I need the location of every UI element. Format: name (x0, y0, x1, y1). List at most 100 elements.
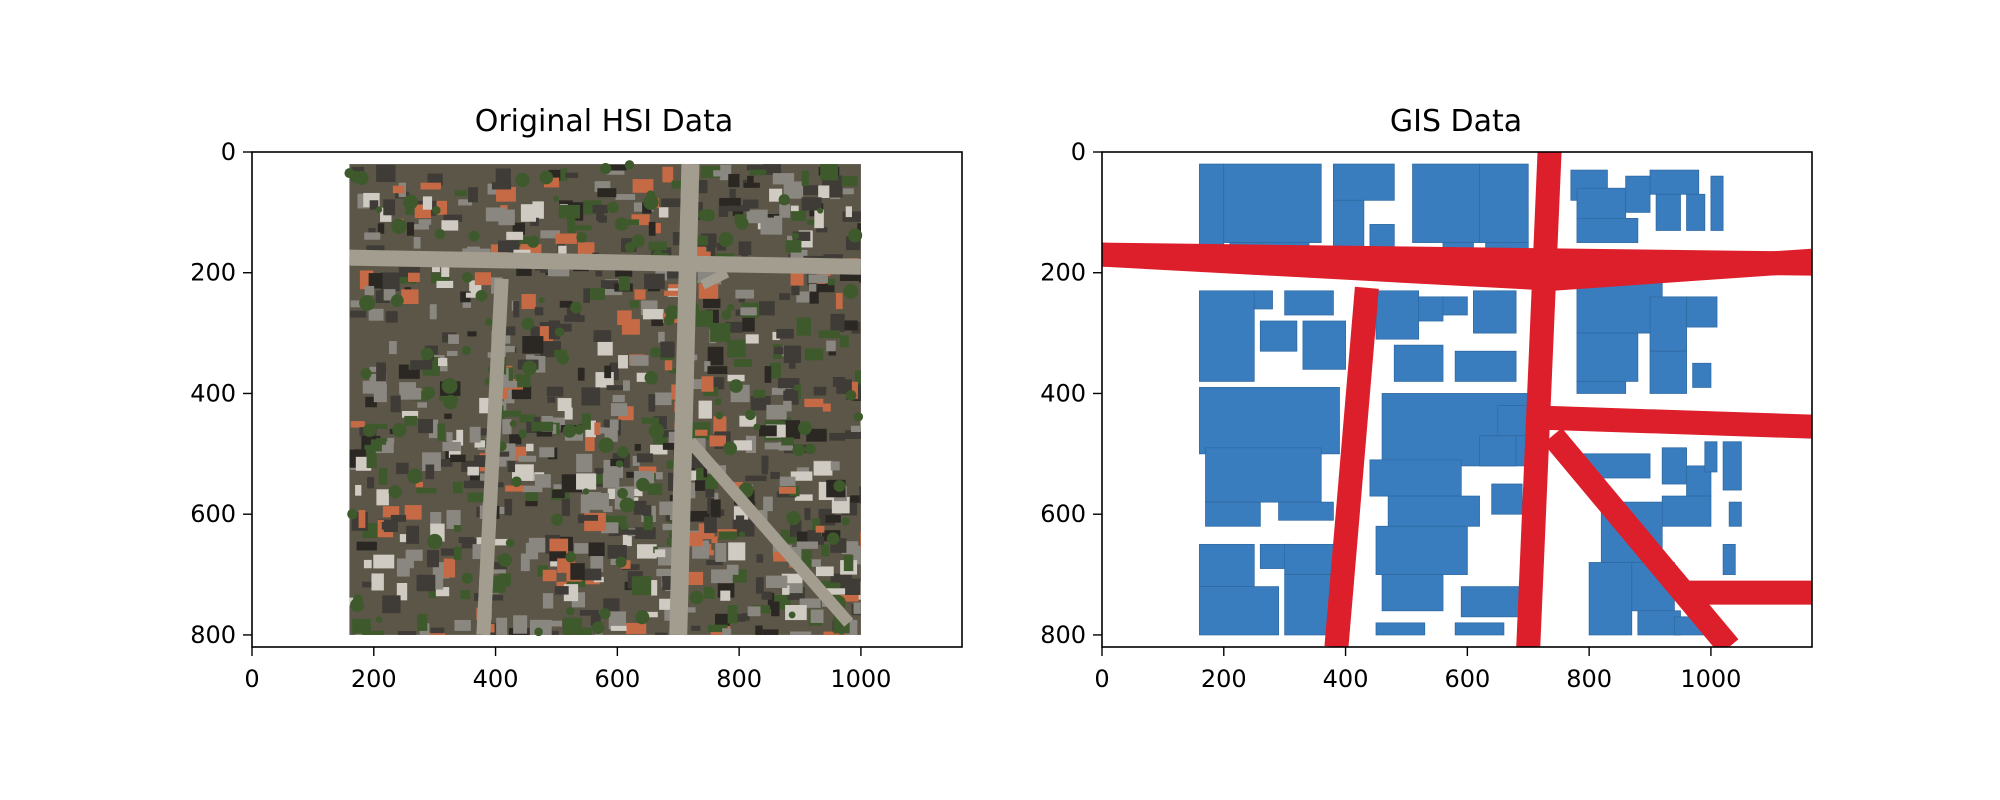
roof-patch (782, 585, 790, 595)
tree-canopy (591, 621, 605, 635)
roof-patch (814, 209, 824, 229)
roof-patch (446, 350, 458, 356)
roof-patch (656, 568, 678, 577)
roof-patch (597, 341, 613, 356)
roof-patch (443, 214, 463, 222)
tree-canopy (420, 347, 434, 361)
roof-patch (700, 165, 721, 178)
road (1102, 242, 1554, 291)
roof-patch (428, 419, 439, 439)
roof-patch (383, 289, 396, 301)
tree-canopy (617, 487, 628, 499)
roof-patch (368, 273, 383, 289)
roof-patch (404, 505, 422, 520)
roof-patch (430, 512, 442, 525)
roof-patch (491, 182, 512, 190)
roof-patch (474, 440, 486, 448)
roof-patch (735, 309, 744, 316)
roof-patch (602, 472, 620, 488)
roof-patch (501, 326, 516, 336)
roof-patch (504, 498, 513, 516)
building-footprint (1655, 193, 1681, 231)
roof-patch (432, 262, 440, 273)
roof-patch (707, 346, 724, 366)
tree-canopy (349, 170, 362, 183)
roof-patch (441, 220, 459, 231)
roof-patch (443, 558, 456, 578)
tree-canopy (797, 421, 812, 436)
roof-patch (654, 392, 672, 406)
roof-patch (559, 300, 573, 308)
roof-patch (426, 550, 439, 568)
tree-canopy (461, 345, 472, 356)
roof-patch (397, 631, 417, 635)
roof-patch (727, 374, 745, 382)
roof-patch (473, 455, 489, 468)
roof-patch (468, 187, 478, 203)
tree-canopy (745, 409, 756, 421)
roof-patch (804, 507, 811, 521)
building-footprint (1199, 586, 1279, 636)
roof-patch (836, 188, 854, 195)
roof-patch (605, 515, 627, 526)
roof-patch (642, 505, 652, 517)
roof-patch (632, 179, 654, 193)
tree-canopy (390, 294, 404, 308)
roof-patch (378, 467, 388, 485)
roof-patch (506, 367, 514, 386)
roof-patch (509, 434, 522, 445)
tree-canopy (427, 533, 443, 550)
roof-patch (460, 589, 471, 600)
roof-patch (662, 523, 681, 531)
tree-canopy (841, 517, 850, 526)
roof-patch (444, 413, 452, 419)
roof-patch (772, 173, 795, 185)
gis-x-tick-label: 600 (1444, 665, 1490, 693)
roof-patch (789, 520, 802, 537)
street (476, 278, 509, 636)
roof-patch (710, 499, 721, 518)
roof-patch (350, 310, 367, 318)
hsi-axes-frame (251, 151, 963, 648)
tree-canopy (550, 513, 564, 526)
gis-y-tick-label: 600 (1040, 500, 1086, 528)
roof-patch (454, 190, 467, 197)
tree-canopy (539, 170, 554, 185)
roof-patch (519, 414, 536, 423)
roof-patch (801, 170, 809, 186)
street (349, 249, 862, 275)
roof-patch (844, 320, 858, 331)
roof-patch (648, 241, 667, 251)
roof-patch (829, 432, 846, 441)
building-footprint (1199, 290, 1255, 382)
roof-patch (552, 489, 565, 499)
roof-patch (739, 415, 757, 427)
roof-patch (530, 217, 539, 227)
roof-patch (608, 611, 627, 630)
roof-patch (495, 187, 516, 202)
roof-patch (368, 308, 384, 321)
roof-patch (461, 538, 478, 549)
tree-canopy (443, 394, 458, 410)
roof-patch (373, 554, 395, 569)
roof-patch (772, 331, 780, 341)
building-footprint (1473, 290, 1517, 334)
roof-patch (592, 204, 608, 214)
roof-patch (796, 541, 818, 549)
tree-canopy (624, 160, 635, 170)
roof-patch (387, 437, 395, 444)
roof-patch (406, 525, 420, 544)
roof-patch (417, 402, 427, 408)
roof-patch (810, 609, 824, 623)
roof-patch (791, 210, 806, 222)
roof-patch (634, 443, 641, 451)
tree-canopy (538, 297, 545, 304)
tree-canopy (582, 488, 590, 495)
roof-patch (718, 531, 737, 540)
roof-patch (711, 569, 733, 584)
roof-patch (358, 510, 366, 528)
gis-y-axis: 0 200 400 600 800 (1040, 138, 1102, 649)
tree-canopy (786, 510, 801, 526)
roof-patch (442, 441, 461, 452)
roof-patch (695, 310, 713, 327)
